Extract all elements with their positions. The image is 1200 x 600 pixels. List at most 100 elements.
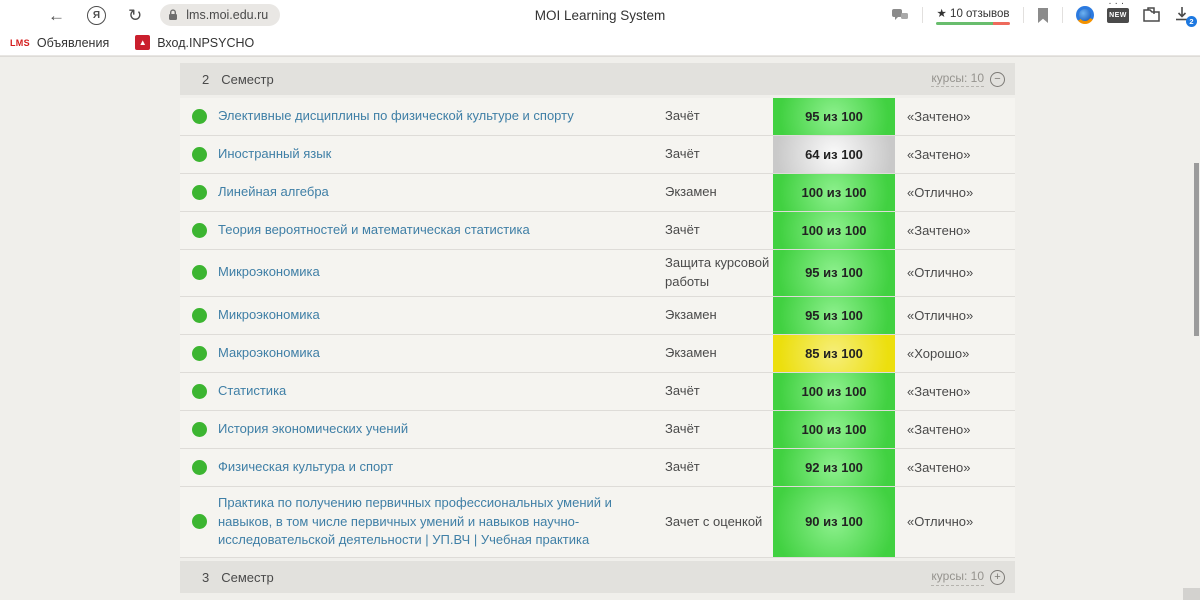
course-link[interactable]: Статистика (218, 382, 287, 398)
table-row: Микроэкономика Защита курсовой работы 95… (180, 250, 1015, 297)
download-count-badge: 2 (1186, 16, 1197, 27)
course-link[interactable]: Иностранный язык (218, 146, 332, 162)
scrollbar-corner (1183, 588, 1200, 600)
course-status-dot (191, 514, 207, 530)
score-badge: 90 из 100 (773, 486, 895, 558)
status-dot-cell (180, 136, 218, 173)
grade-text: «Зачтено» (907, 421, 971, 437)
browser-toolbar: ← Я ↻ lms.moi.edu.ru MOI Learning System… (0, 0, 1200, 30)
course-status-dot (191, 307, 207, 323)
course-link[interactable]: Макроэкономика (218, 344, 320, 360)
scrollbar-thumb[interactable] (1194, 163, 1199, 336)
course-status-dot (191, 459, 207, 475)
divider (922, 7, 923, 23)
semester-label: Семестр (221, 71, 274, 87)
status-dot-cell (180, 212, 218, 249)
grade-text: «Отлично» (907, 307, 974, 323)
score-badge: 100 из 100 (773, 372, 895, 410)
exam-type: Защита курсовой работы (665, 255, 770, 289)
exam-type: Зачёт (665, 146, 700, 162)
grade-text: «Отлично» (907, 265, 974, 281)
grade-text: «Зачтено» (907, 147, 971, 162)
status-dot-cell (180, 373, 218, 410)
table-row: Элективные дисциплины по физической куль… (180, 98, 1015, 136)
exam-type: Зачёт (665, 382, 700, 398)
score-badge: 100 из 100 (773, 174, 895, 211)
status-dot-cell (180, 487, 218, 558)
reviews-count: 10 отзывов (950, 7, 1010, 20)
course-link[interactable]: Элективные дисциплины по физической куль… (218, 108, 574, 124)
course-status-dot (191, 185, 207, 200)
course-status-dot (191, 345, 207, 361)
course-status-dot (191, 383, 207, 399)
status-dot-cell (180, 174, 218, 211)
course-link[interactable]: Микроэкономика (218, 264, 320, 280)
feedback-icon[interactable] (891, 8, 909, 23)
status-dot-cell (180, 411, 218, 448)
grade-text: «Отлично» (907, 514, 974, 530)
table-row: Статистика Зачёт 100 из 100 «Зачтено» (180, 372, 1015, 411)
refresh-icon[interactable]: ↻ (128, 5, 143, 25)
yandex-browser-icon[interactable]: Я (87, 5, 106, 25)
expand-icon[interactable]: + (990, 569, 1005, 585)
url-text: lms.moi.edu.ru (186, 8, 269, 22)
grade-text: «Зачтено» (907, 223, 971, 238)
address-bar[interactable]: lms.moi.edu.ru (160, 4, 281, 26)
back-icon[interactable]: ← (48, 5, 65, 25)
exam-type: Экзамен (665, 344, 717, 360)
score-badge: 64 из 100 (773, 136, 895, 173)
course-link[interactable]: Линейная алгебра (218, 184, 329, 200)
courses-count-link[interactable]: курсы: 10 (931, 569, 984, 586)
exam-type: Экзамен (665, 306, 717, 322)
status-dot-cell (180, 98, 218, 135)
score-badge: 100 из 100 (773, 212, 895, 249)
courses-count-link[interactable]: курсы: 10 (931, 71, 984, 88)
divider (1062, 7, 1063, 23)
collections-icon[interactable] (1142, 7, 1161, 23)
semester-number: 3 (202, 569, 210, 585)
table-row: История экономических учений Зачёт 100 и… (180, 410, 1015, 449)
collapse-icon[interactable]: − (990, 71, 1005, 87)
course-rows: Элективные дисциплины по физической куль… (180, 98, 1015, 559)
bookmark-flag-icon[interactable] (1037, 7, 1049, 23)
course-status-dot (191, 109, 207, 124)
status-dot-cell (180, 250, 218, 296)
new-extension-icon[interactable]: NEW (1107, 1, 1129, 23)
course-link[interactable]: Практика по получению первичных професси… (218, 494, 612, 548)
site-reviews[interactable]: ★ 10 отзывов (936, 6, 1010, 25)
course-link[interactable]: Физическая культура и спорт (218, 458, 394, 474)
course-link[interactable]: Теория вероятностей и математическая ста… (218, 222, 530, 238)
score-badge: 95 из 100 (773, 250, 895, 296)
grade-text: «Зачтено» (907, 459, 971, 475)
table-row: Линейная алгебра Экзамен 100 из 100 «Отл… (180, 174, 1015, 212)
grades-table: 2 Семестр курсы: 10 − Элективные дисципл… (180, 63, 1015, 596)
score-badge: 100 из 100 (773, 410, 895, 448)
table-row: Микроэкономика Экзамен 95 из 100 «Отличн… (180, 296, 1015, 335)
downloads-icon[interactable]: 2 (1174, 6, 1197, 27)
bookmark-inpsycho-login[interactable]: ▲ Вход.INPSYCHO (135, 35, 254, 50)
course-link[interactable]: Микроэкономика (218, 306, 320, 322)
bookmark-label: Объявления (36, 35, 110, 50)
bookmarks-bar: LMS Объявления ▲ Вход.INPSYCHO (0, 30, 1200, 56)
semester-3-header: 3 Семестр курсы: 10 + (180, 561, 1015, 594)
extension-orb-icon[interactable] (1076, 6, 1094, 24)
grade-text: «Хорошо» (907, 345, 970, 361)
exam-type: Экзамен (665, 184, 717, 200)
reviews-rating-bar (936, 21, 1010, 25)
exam-type: Зачет с оценкой (665, 513, 763, 529)
course-link[interactable]: История экономических учений (218, 420, 409, 436)
status-dot-cell (180, 449, 218, 486)
score-badge: 95 из 100 (773, 98, 895, 135)
course-status-dot (191, 265, 207, 281)
course-status-dot (191, 223, 207, 238)
semester-number: 2 (202, 71, 210, 87)
lock-icon (166, 8, 180, 22)
score-badge: 95 из 100 (773, 296, 895, 334)
table-row: Физическая культура и спорт Зачёт 92 из … (180, 448, 1015, 487)
star-icon: ★ (936, 7, 947, 20)
grade-text: «Отлично» (907, 185, 974, 200)
bookmark-announcements[interactable]: LMS Объявления (10, 36, 109, 50)
divider (1023, 7, 1024, 23)
exam-type: Зачёт (665, 420, 700, 436)
exam-type: Зачёт (665, 458, 700, 474)
